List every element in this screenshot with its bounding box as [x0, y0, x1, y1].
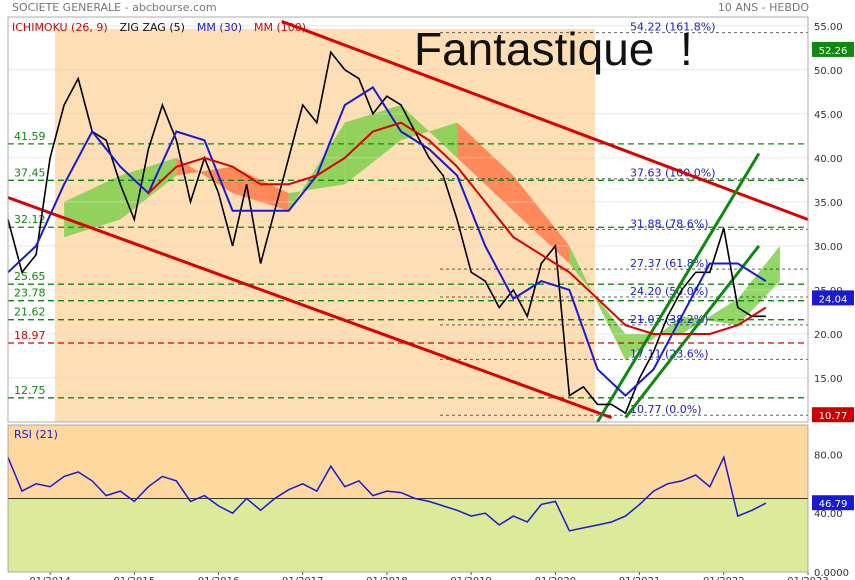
rsi-y-tick-label: 40.00	[814, 509, 843, 520]
support-level-label: 32.12	[14, 213, 46, 226]
rsi-y-tick-label: 80.00	[814, 450, 843, 461]
value-tag-box	[812, 41, 854, 57]
rsi-panel-border	[7, 424, 809, 573]
ichimoku-cloud-segment	[232, 166, 289, 211]
y-tick-label: 55.00	[814, 22, 843, 33]
rsi-zone-high	[8, 425, 808, 499]
ichimoku-cloud-segment	[513, 175, 570, 264]
rsi-value-tag-label: 46.79	[819, 499, 848, 510]
x-tick-label: 01/2023	[787, 576, 829, 580]
support-level-label: 21.62	[14, 306, 46, 319]
fibonacci-label: 24.20 (50.0%)	[630, 285, 709, 298]
support-level-label: 25.65	[14, 270, 46, 283]
ichimoku-cloud-segment	[569, 245, 626, 361]
value-tag-box	[812, 407, 854, 423]
legend-item-3: MM (100)	[253, 21, 307, 34]
chart-symbol: SOCIETE GENERALE - abcbourse.com	[12, 1, 217, 14]
series-line-mm-30-	[7, 86, 767, 397]
y-tick-label: 15.00	[814, 374, 843, 385]
y-tick-label: 30.00	[814, 242, 843, 253]
support-level-label: 12.75	[14, 384, 46, 397]
y-tick-label: 20.00	[814, 330, 843, 341]
trendline	[281, 19, 809, 221]
ichimoku-cloud-segment	[344, 105, 401, 185]
value-tag-label: 24.04	[819, 294, 848, 305]
rsi-zone-low	[8, 498, 808, 572]
ichimoku-cloud-segment	[120, 157, 177, 220]
annotation-text: Fantastique !	[414, 23, 693, 75]
rsi-line	[7, 455, 767, 532]
y-tick-label: 35.00	[814, 198, 843, 209]
ichimoku-cloud-segment	[457, 122, 514, 211]
support-level-label: 37.45	[14, 166, 46, 179]
value-tag-label: 10.77	[819, 411, 848, 422]
indicator-legend: ICHIMOKU (26, 9) ZIG ZAG (5) MM (30) MM (10…	[12, 21, 318, 34]
support-level-label: 23.78	[14, 287, 46, 300]
trendline	[7, 196, 613, 420]
y-tick-label: 45.00	[814, 110, 843, 121]
series-line-mm-100-	[147, 121, 767, 335]
chart-timeframe: 10 ANS - HEBDO	[717, 1, 809, 14]
y-tick-label: 40.00	[814, 154, 843, 165]
x-tick-label: 01/2020	[535, 576, 577, 580]
value-tag-box	[812, 290, 854, 306]
trendline	[624, 244, 761, 419]
x-tick-label: 01/2015	[114, 576, 156, 580]
rsi-value-tag-box	[812, 495, 854, 511]
x-tick-label: 01/2022	[703, 576, 745, 580]
y-tick-label: 50.00	[814, 66, 843, 77]
fibonacci-label: 17.11 (23.6%)	[630, 347, 709, 360]
value-tag-label: 52.26	[819, 46, 848, 57]
legend-item-0: ICHIMOKU (26, 9)	[12, 21, 108, 34]
ichimoku-shade	[55, 29, 595, 422]
fibonacci-label: 54.22 (161.8%)	[630, 21, 716, 34]
ichimoku-cloud-segment	[625, 316, 682, 361]
x-tick-label: 01/2014	[29, 576, 71, 580]
fibonacci-label: 27.37 (61.8%)	[630, 257, 709, 270]
rsi-y-tick-label: 0.0000	[814, 568, 849, 579]
fibonacci-label: 31.88 (78.6%)	[630, 217, 709, 230]
support-level-label: 41.59	[14, 130, 46, 143]
x-tick-label: 01/2017	[282, 576, 324, 580]
ichimoku-cloud-segment	[400, 105, 458, 158]
x-tick-label: 01/2019	[450, 576, 492, 580]
ichimoku-cloud-segment	[288, 122, 345, 211]
x-tick-label: 01/2021	[619, 576, 661, 580]
ichimoku-cloud-segment	[176, 157, 233, 194]
x-tick-label: 01/2016	[198, 576, 240, 580]
series-line-cours	[7, 50, 766, 415]
support-level-label: 18.97	[14, 329, 46, 342]
ichimoku-cloud-segment	[737, 245, 780, 326]
legend-item-2: MM (30)	[196, 21, 242, 34]
fibonacci-label: 10.77 (0.0%)	[630, 403, 702, 416]
trendline	[596, 152, 761, 423]
x-tick-label: 01/2018	[366, 576, 408, 580]
main-panel-border	[7, 16, 809, 423]
legend-item-1: ZIG ZAG (5)	[119, 21, 185, 34]
fibonacci-label: 21.03 (38.2%)	[630, 313, 709, 326]
rsi-title: RSI (21)	[14, 428, 58, 441]
